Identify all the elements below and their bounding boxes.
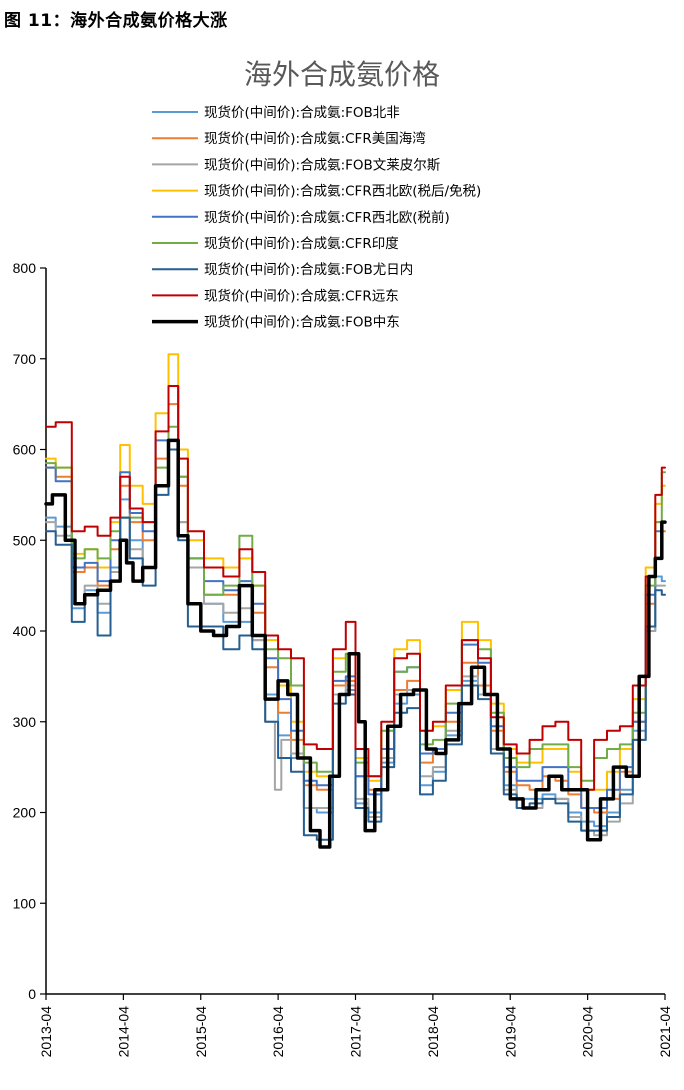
x-tick-label: 2021-04 <box>657 1006 673 1058</box>
series-line-8 <box>45 385 666 791</box>
y-tick-label: 300 <box>13 714 37 730</box>
legend-label-6: 现货价(中间价):合成氨:CFR印度 <box>204 235 399 252</box>
y-tick-label: 700 <box>13 351 37 367</box>
figure-caption: 图 11：海外合成氨价格大涨 <box>4 11 228 31</box>
series-line-9 <box>44 438 667 849</box>
legend-label-8: 现货价(中间价):合成氨:CFR远东 <box>204 287 399 304</box>
legend-label-1: 现货价(中间价):合成氨:FOB北非 <box>204 104 400 121</box>
x-tick-label: 2015-04 <box>193 1006 209 1058</box>
x-tick-label: 2018-04 <box>425 1006 441 1058</box>
legend: 现货价(中间价):合成氨:FOB北非现货价(中间价):合成氨:CFR美国海湾现货… <box>152 104 481 331</box>
y-tick-label: 600 <box>13 442 37 458</box>
legend-label-7: 现货价(中间价):合成氨:FOB尤日内 <box>204 261 413 278</box>
x-tick-label: 2016-04 <box>270 1006 286 1058</box>
legend-label-5: 现货价(中间价):合成氨:CFR西北欧(税前) <box>204 209 450 226</box>
y-tick-label: 400 <box>13 623 37 639</box>
legend-label-4: 现货价(中间价):合成氨:CFR西北欧(税后/免税) <box>204 183 481 200</box>
x-tick-label: 2020-04 <box>580 1006 596 1058</box>
series-line-7 <box>45 448 666 841</box>
x-tick-label: 2017-04 <box>348 1006 364 1058</box>
y-tick-label: 200 <box>13 805 37 821</box>
legend-label-3: 现货价(中间价):合成氨:FOB文莱皮尔斯 <box>204 156 440 173</box>
chart-title: 海外合成氨价格 <box>244 58 440 91</box>
y-axis: 0 100 200 300 400 500 600 700 800 <box>13 260 47 1002</box>
y-tick-label: 0 <box>28 986 36 1002</box>
x-axis: 2013-04 2014-04 2015-04 2016-04 2017-04 2018-… <box>38 993 673 1058</box>
x-tick-label: 2014-04 <box>115 1006 131 1058</box>
x-tick-label: 2013-04 <box>38 1006 54 1058</box>
y-tick-label: 100 <box>13 895 37 911</box>
legend-label-2: 现货价(中间价):合成氨:CFR美国海湾 <box>204 130 426 147</box>
x-tick-label: 2019-04 <box>502 1006 518 1058</box>
legend-label-9: 现货价(中间价):合成氨:FOB中东 <box>204 314 400 331</box>
plot-area <box>44 353 667 849</box>
y-tick-label: 500 <box>13 532 37 548</box>
y-tick-label: 800 <box>13 260 37 276</box>
